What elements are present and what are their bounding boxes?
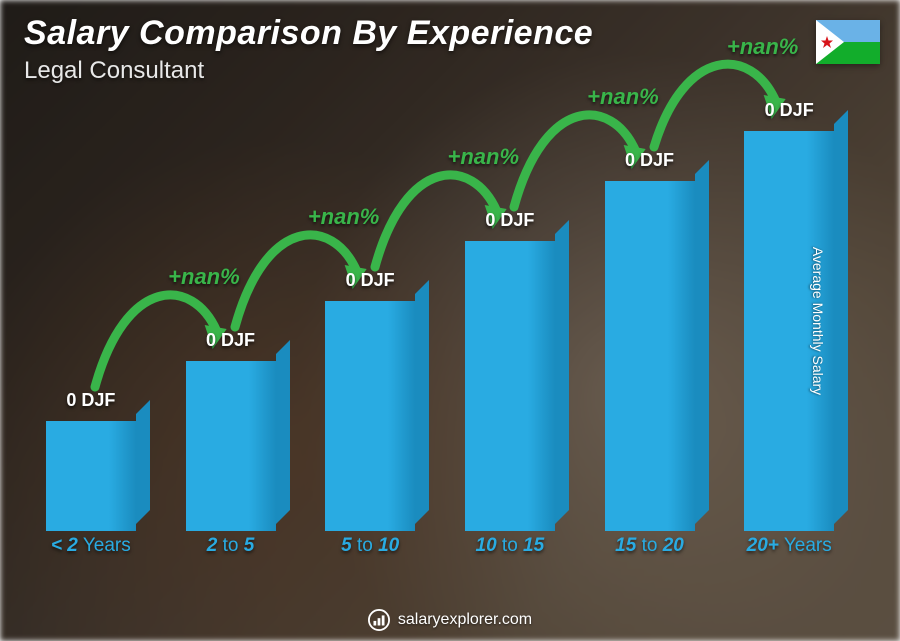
bar	[465, 241, 555, 531]
footer: salaryexplorer.com	[0, 609, 900, 631]
bar	[186, 361, 276, 531]
bar-slot: 0 DJF	[589, 100, 711, 531]
category-label: < 2 Years	[30, 535, 152, 571]
bar	[46, 421, 136, 531]
chart-title: Salary Comparison By Experience	[24, 14, 820, 53]
logo-icon	[368, 609, 390, 631]
bar-value-label: 0 DJF	[765, 100, 814, 121]
bar-slot: 0 DJF	[30, 100, 152, 531]
footer-text: salaryexplorer.com	[398, 611, 532, 629]
category-labels: < 2 Years 2 to 5 5 to 10 10 to 15 15 to 20 20…	[30, 535, 850, 571]
bar-value-label: 0 DJF	[206, 330, 255, 351]
bar-value-label: 0 DJF	[625, 150, 674, 171]
page-root: Salary Comparison By Experience Legal Co…	[0, 0, 900, 641]
header: Salary Comparison By Experience Legal Co…	[24, 14, 820, 85]
country-flag-djibouti	[816, 20, 880, 64]
flag-icon	[816, 20, 880, 64]
bar-slot: 0 DJF	[449, 100, 571, 531]
bar-value-label: 0 DJF	[66, 390, 115, 411]
bar-value-label: 0 DJF	[485, 210, 534, 231]
category-label: 20+ Years	[728, 535, 850, 571]
chart-subtitle: Legal Consultant	[24, 57, 820, 85]
bar-slot: 0 DJF	[728, 100, 850, 531]
category-label: 10 to 15	[449, 535, 571, 571]
bar-slot: 0 DJF	[170, 100, 292, 531]
bars-container: 0 DJF 0 DJF 0 DJF 0 DJF 0 DJF 0 DJF	[30, 100, 850, 531]
bar-slot: 0 DJF	[309, 100, 431, 531]
y-axis-label: Average Monthly Salary	[810, 246, 826, 394]
chart-area: +nan%+nan%+nan%+nan%+nan% 0 DJF0 DJF0 DJ…	[30, 100, 850, 571]
bar-value-label: 0 DJF	[346, 270, 395, 291]
bar	[605, 181, 695, 531]
category-label: 2 to 5	[170, 535, 292, 571]
bar	[325, 301, 415, 531]
category-label: 15 to 20	[589, 535, 711, 571]
category-label: 5 to 10	[309, 535, 431, 571]
